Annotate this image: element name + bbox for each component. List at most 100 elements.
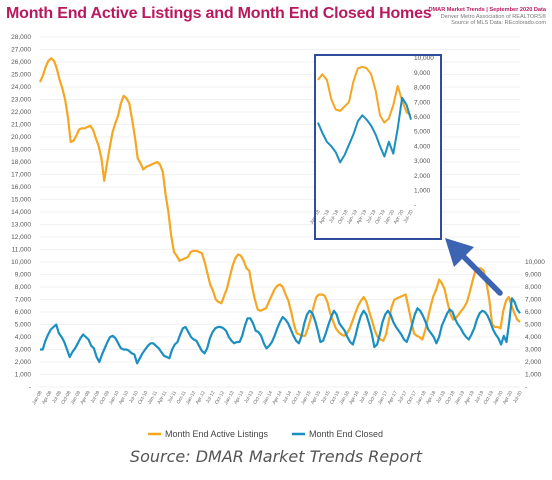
x-tick-label: Jul-17 xyxy=(397,390,409,405)
source-caption: Source: DMAR Market Trends Report xyxy=(129,447,423,466)
inset-y-tick-label: 8,000 xyxy=(414,85,431,92)
x-tick-label: Jul-14 xyxy=(282,390,294,405)
right-y-tick-label: 5,000 xyxy=(525,322,542,329)
x-tick-label: Jul-16 xyxy=(358,390,370,405)
right-y-tick-label: 1,000 xyxy=(525,372,542,379)
y-tick-label: 24,000 xyxy=(11,84,31,91)
y-tick-label: 17,000 xyxy=(11,172,31,179)
inset-y-tick-label: 1,000 xyxy=(414,188,431,195)
y-tick-label: 4,000 xyxy=(15,334,32,341)
x-tick-label: Jul-09 xyxy=(90,390,102,405)
x-tick-label: Apr-14 xyxy=(271,390,284,406)
series-active-listings-line xyxy=(38,57,521,342)
y-tick-label: 26,000 xyxy=(11,59,31,66)
inset-y-tick-label: 9,000 xyxy=(414,70,431,77)
y-tick-label: 7,000 xyxy=(15,297,32,304)
y-tick-label: 20,000 xyxy=(11,134,31,141)
right-y-tick-label: 7,000 xyxy=(525,297,542,304)
y-tick-label: 23,000 xyxy=(11,97,31,104)
y-tick-label: 5,000 xyxy=(15,322,32,329)
right-y-tick-label: 6,000 xyxy=(525,309,542,316)
y-tick-label: 2,000 xyxy=(15,359,32,366)
y-tick-label: 27,000 xyxy=(11,47,31,54)
y-tick-label: 21,000 xyxy=(11,122,31,129)
x-tick-label: Apr-17 xyxy=(387,390,400,406)
arrow-head xyxy=(445,238,474,267)
y-tick-label: - xyxy=(29,384,31,391)
x-tick-label: Jul-10 xyxy=(128,390,140,405)
left-y-axis: - 1,000 2,000 3,000 4,000 5,000 6,000 7,000 8,00… xyxy=(11,34,31,391)
x-tick-label: Apr-12 xyxy=(195,390,208,406)
chart-title: Month End Active Listings and Month End … xyxy=(6,5,432,22)
y-tick-label: 9,000 xyxy=(15,272,32,279)
inset-y-tick-label: 4,000 xyxy=(414,143,431,150)
x-tick-label: Apr-15 xyxy=(310,390,323,406)
inset-closed-line xyxy=(317,96,412,164)
main-series xyxy=(38,57,521,365)
right-y-tick-label: - xyxy=(525,384,527,391)
y-tick-label: 25,000 xyxy=(11,72,31,79)
inset-border xyxy=(314,54,442,240)
inset-y-tick-label: 3,000 xyxy=(414,158,431,165)
inset-active-listings-line xyxy=(317,65,412,124)
right-y-tick-label: 10,000 xyxy=(525,259,545,266)
inset-y-tick-label: 6,000 xyxy=(414,114,431,121)
right-y-tick-label: 2,000 xyxy=(525,359,542,366)
inset-y-tick-label: 5,000 xyxy=(414,129,431,136)
right-y-tick-label: 8,000 xyxy=(525,284,542,291)
y-tick-label: 13,000 xyxy=(11,222,31,229)
x-tick-label: Jul-19 xyxy=(474,390,486,405)
y-tick-label: 1,000 xyxy=(15,372,32,379)
right-y-tick-label: 4,000 xyxy=(525,334,542,341)
x-axis: Jan-08Apr-08Jul-08Oct-08Jan-09Apr-09Jul-… xyxy=(31,390,524,406)
inset-y-tick-label: - xyxy=(414,202,416,209)
brand-line-3: Source of MLS Data: REcolorado.com xyxy=(451,20,546,27)
y-tick-label: 16,000 xyxy=(11,184,31,191)
brand-block: DMAR Market Trends | September 2020 Data… xyxy=(428,7,546,27)
legend-label-active: Month End Active Listings xyxy=(165,429,269,439)
legend-label-closed: Month End Closed xyxy=(309,429,383,439)
x-tick-label: Apr-11 xyxy=(156,390,168,405)
inset-y-tick-label: 2,000 xyxy=(414,173,431,180)
brand-line-1: DMAR Market Trends | September 2020 Data xyxy=(428,7,546,13)
callout-arrow xyxy=(445,238,503,296)
y-tick-label: 12,000 xyxy=(11,234,31,241)
y-tick-label: 11,000 xyxy=(12,247,32,254)
y-tick-label: 3,000 xyxy=(15,347,32,354)
right-y-tick-label: 3,000 xyxy=(525,347,542,354)
x-tick-label: Apr-20 xyxy=(502,390,515,406)
y-tick-label: 10,000 xyxy=(11,259,31,266)
series-closed-line xyxy=(40,297,521,365)
arrow-shaft xyxy=(460,253,503,296)
x-tick-label: Apr-19 xyxy=(463,390,476,406)
y-tick-label: 22,000 xyxy=(11,109,31,116)
main-gridlines xyxy=(40,36,520,388)
y-tick-label: 28,000 xyxy=(11,34,31,41)
x-tick-label: Jul-20 xyxy=(512,390,524,405)
x-tick-label: Jul-11 xyxy=(167,390,179,404)
x-tick-label: Apr-09 xyxy=(79,390,92,406)
x-tick-label: Apr-16 xyxy=(348,390,361,406)
y-tick-label: 8,000 xyxy=(15,284,32,291)
x-tick-label: Jul-15 xyxy=(320,390,332,405)
y-tick-label: 6,000 xyxy=(15,309,32,316)
legend: Month End Active Listings Month End Close… xyxy=(148,429,383,439)
inset-y-tick-label: 7,000 xyxy=(414,99,431,106)
y-tick-label: 15,000 xyxy=(11,197,31,204)
right-y-axis: - 1,000 2,000 3,000 4,000 5,000 6,000 7,000 8,00… xyxy=(525,259,545,391)
inset-background xyxy=(315,55,441,239)
x-tick-label: Apr-08 xyxy=(41,390,54,406)
y-tick-label: 18,000 xyxy=(11,159,31,166)
right-y-tick-label: 9,000 xyxy=(525,272,542,279)
inset-y-tick-label: 10,000 xyxy=(414,55,434,62)
x-tick-label: Jul-12 xyxy=(205,390,217,405)
x-tick-label: Apr-18 xyxy=(425,390,438,406)
x-tick-label: Jul-08 xyxy=(51,390,63,405)
x-tick-label: Apr-10 xyxy=(118,390,131,406)
inset-chart: - 1,000 2,000 3,000 4,000 5,000 6,000 7,000 8,00… xyxy=(309,54,442,240)
x-tick-label: Jul-13 xyxy=(243,390,255,405)
brand-line-2: Denver Metro Association of REALTORS® xyxy=(440,13,546,20)
y-tick-label: 14,000 xyxy=(11,209,31,216)
x-tick-label: Jul-18 xyxy=(435,390,447,405)
